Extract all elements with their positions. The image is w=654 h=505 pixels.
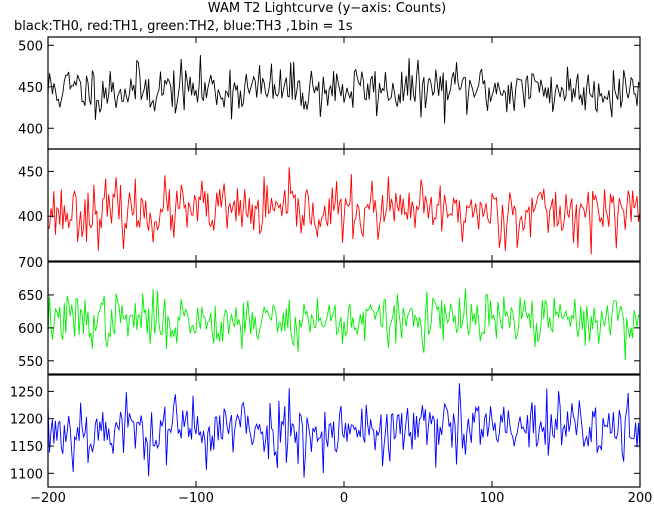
y-tick-label-TH2-700: 700	[18, 256, 43, 271]
y-tick-label-TH0-500: 500	[18, 39, 43, 54]
panel-frame-TH2	[48, 262, 640, 374]
series-TH0-line	[48, 55, 640, 124]
y-tick-label-TH3-1250: 1250	[10, 385, 43, 400]
series-TH3-line	[48, 383, 640, 477]
series-TH2-line	[48, 289, 640, 361]
y-tick-label-TH2-550: 550	[18, 355, 43, 370]
series-TH1-line	[48, 167, 640, 254]
y-tick-label-TH1-400: 400	[18, 210, 43, 225]
y-tick-label-TH0-400: 400	[18, 122, 43, 137]
x-tick-label--200: −200	[30, 491, 66, 505]
y-tick-label-TH2-600: 600	[18, 322, 43, 337]
panel-frame-TH3	[48, 375, 640, 487]
x-tick-label-200: 200	[628, 491, 653, 505]
y-tick-label-TH3-1100: 1100	[10, 467, 43, 482]
y-tick-label-TH1-450: 450	[18, 165, 43, 180]
x-tick-label-0: 0	[340, 491, 348, 505]
panel-frame-TH0	[48, 37, 640, 149]
y-tick-label-TH3-1200: 1200	[10, 413, 43, 428]
x-tick-label-100: 100	[480, 491, 505, 505]
y-tick-label-TH2-650: 650	[18, 289, 43, 304]
y-tick-label-TH3-1150: 1150	[10, 440, 43, 455]
y-tick-label-TH0-450: 450	[18, 81, 43, 96]
x-tick-label--100: −100	[178, 491, 214, 505]
